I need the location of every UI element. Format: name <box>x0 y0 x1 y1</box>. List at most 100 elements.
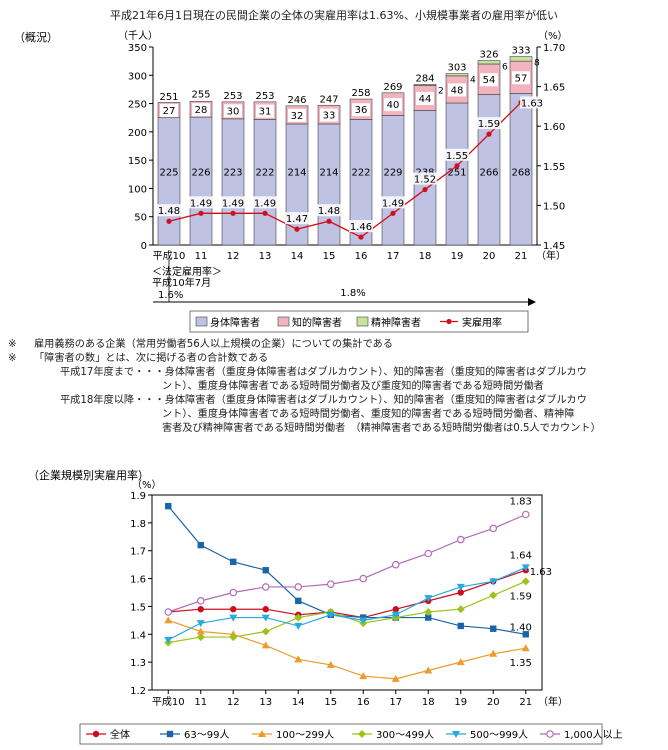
left-axis-unit: （千人） <box>118 30 158 42</box>
label-bg <box>224 104 242 118</box>
x-tick-label: 18 <box>422 697 435 708</box>
rate-point <box>454 163 460 169</box>
data-point <box>452 731 460 738</box>
x-tick-label: 16 <box>355 251 368 262</box>
x-tick-label: 12 <box>227 697 240 708</box>
size-rate-chart: （企業規模別実雇用率）（%） 1.2 1.3 1.4 1.5 1.6 1.7 1.8 1.9 平成… <box>28 468 623 745</box>
series-line <box>168 513 526 613</box>
rate-point <box>262 210 268 216</box>
total-label: 253 <box>255 91 274 102</box>
legend-swatch <box>277 316 290 327</box>
end-value-label: 1.64 <box>510 550 532 561</box>
x-tick-label: 20 <box>487 697 500 708</box>
legend-1: 身体障害者 知的障害者 精神障害者 実雇用率 <box>189 310 529 333</box>
legal-rate-label: ＜法定雇用率＞ <box>152 265 222 278</box>
label-bg <box>416 91 434 105</box>
series-group <box>165 567 529 621</box>
data-point <box>521 510 530 519</box>
rate-label: 1.48 <box>158 206 180 217</box>
bar-value-label: 226 <box>191 167 210 178</box>
rate-point <box>294 226 300 232</box>
x-tick-label: 17 <box>387 251 400 262</box>
end-value-label: 1.35 <box>510 658 532 669</box>
rate-point <box>486 131 492 137</box>
rate-label: 1.49 <box>382 198 404 209</box>
right-axis-unit: （%） <box>538 30 568 42</box>
bar-segment <box>317 123 341 246</box>
label-bg <box>320 108 338 122</box>
data-point <box>425 614 432 621</box>
series-line <box>167 505 526 635</box>
data-point <box>521 564 530 572</box>
legend-label: 実雇用率 <box>462 316 502 329</box>
x-tick-label: 13 <box>259 697 272 708</box>
label-bg <box>256 104 274 118</box>
y-tick-label: 1.3 <box>130 658 146 669</box>
left-tick-label: 350 <box>128 43 147 54</box>
bar-segment <box>381 115 405 246</box>
label-bg <box>288 108 306 122</box>
right-tick-label: 1.50 <box>543 201 565 212</box>
legend-label: 精神障害者 <box>371 316 421 329</box>
rate-label: 1.49 <box>222 198 244 209</box>
data-point <box>424 608 433 616</box>
legend-label: 知的障害者 <box>292 316 342 329</box>
note-h18-lead: 平成18年度以降・・・身体障害者（重度身体障害者はダブルカウント）、知的障害者（… <box>60 395 587 406</box>
note-h17-cont: ント）、重度身体障害者である短時間労働者及び重度知的障害者である短時間労働者 <box>162 381 544 392</box>
left-tick-label: 50 <box>134 213 147 224</box>
rate-label: 1.63 <box>521 98 543 109</box>
rate-point <box>422 186 428 193</box>
year-suffix: （年） <box>536 249 566 262</box>
total-label: 246 <box>287 95 306 106</box>
bar-value-label: 214 <box>287 167 306 178</box>
label-bg <box>189 196 213 209</box>
note-mark: ※ <box>8 339 17 350</box>
bar-value-label: 229 <box>383 167 402 178</box>
mental-value-label: 8 <box>534 59 540 69</box>
data-point <box>489 578 498 586</box>
rate-label: 1.59 <box>478 119 500 130</box>
x-tick-label: 19 <box>451 251 464 262</box>
note-h18-cont1: ント）、重度身体障害者である短時間労働者、重度知的障害者である短時間労働者、精神… <box>162 409 575 420</box>
data-point <box>196 627 205 635</box>
legend-2: 全体 63～99人 100～299人 300～499人 500～999人 1,000人以上 <box>79 723 623 745</box>
axis-unit: （%） <box>132 479 162 491</box>
x-tick-label: 11 <box>195 251 208 262</box>
left-tick-label: 250 <box>128 100 147 111</box>
data-point <box>522 631 529 638</box>
bar-value-label: 30 <box>227 106 240 117</box>
label-bg <box>445 148 469 161</box>
legend-swatch <box>356 316 369 327</box>
bar-value-label: 28 <box>195 105 208 116</box>
bar-segment <box>477 60 501 65</box>
left-tick-label: 300 <box>128 71 147 82</box>
end-value-label: 1.40 <box>510 622 532 633</box>
rate-point <box>198 210 204 216</box>
total-label: 269 <box>383 82 402 93</box>
mental-value-label: 2 <box>438 86 444 96</box>
data-point <box>165 502 172 510</box>
data-point <box>546 730 554 738</box>
series-group <box>164 510 530 616</box>
rate-label: 1.48 <box>318 206 340 217</box>
data-point <box>326 611 335 619</box>
label-bg <box>317 204 341 217</box>
chart-title: 平成21年6月1日現在の民間企業の全体の実雇用率は1.63%、小規模事業者の雇用… <box>110 9 558 22</box>
data-point <box>196 620 205 628</box>
x-tick-label: 18 <box>419 251 432 262</box>
bar-value-label: 251 <box>447 167 466 178</box>
rate-label: 1.49 <box>254 198 276 209</box>
data-point <box>261 641 270 649</box>
series-group <box>164 564 530 644</box>
total-label: 284 <box>415 73 434 84</box>
bar-value-label: 268 <box>511 167 530 178</box>
data-point <box>262 567 269 574</box>
data-point <box>164 608 173 616</box>
y-tick-label: 1.2 <box>130 686 146 697</box>
data-point <box>456 658 465 666</box>
y-tick-label: 1.7 <box>130 547 146 558</box>
data-point <box>261 614 270 622</box>
data-point <box>229 588 238 597</box>
x-tick-label: 13 <box>259 251 272 262</box>
data-point <box>197 541 204 549</box>
